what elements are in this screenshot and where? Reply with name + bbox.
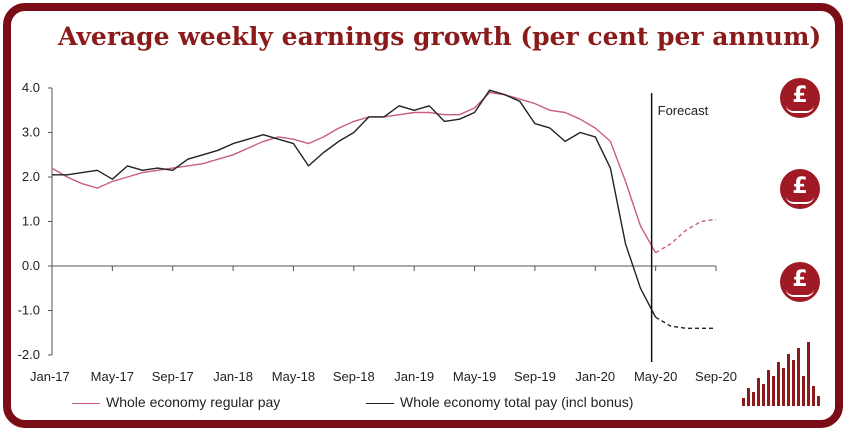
pound-hand-icon: £ xyxy=(780,78,820,118)
pound-hand-icon: £ xyxy=(780,262,820,302)
series-line-total-pay-forecast xyxy=(655,316,716,329)
x-tick-label: Jan-17 xyxy=(30,369,70,384)
y-tick-label: 1.0 xyxy=(22,214,40,229)
x-tick-label: May-17 xyxy=(91,369,134,384)
forecast-marker: Forecast xyxy=(650,93,709,362)
x-tick-label: May-20 xyxy=(634,369,677,384)
series-line-regular-pay xyxy=(51,91,657,254)
legend-item-regular-pay: Whole economy regular pay xyxy=(72,394,280,410)
x-tick-label: Jan-19 xyxy=(394,369,434,384)
x-tick-label: Jan-18 xyxy=(213,369,253,384)
y-tick-label: 2.0 xyxy=(22,169,40,184)
legend-label-regular: Whole economy regular pay xyxy=(106,394,281,410)
legend-swatch-regular xyxy=(72,402,100,404)
chart-title: Average weekly earnings growth (per cent… xyxy=(58,22,822,51)
forecast-label: Forecast xyxy=(658,103,709,118)
legend-item-total-pay: Whole economy total pay (incl bonus) xyxy=(366,394,633,410)
pound-hand-icon: £ xyxy=(780,169,820,209)
x-tick-label: Sep-20 xyxy=(695,369,737,384)
chart-axes xyxy=(51,88,716,355)
legend-label-total: Whole economy total pay (incl bonus) xyxy=(400,394,634,410)
y-tick-label: 4.0 xyxy=(22,80,40,95)
x-axis-ticks: Jan-17 May-17 Sep-17 Jan-18 May-18 Sep-18 Jan-… xyxy=(30,266,737,384)
x-tick-label: Sep-18 xyxy=(333,369,375,384)
x-tick-label: Sep-19 xyxy=(514,369,556,384)
chart-series xyxy=(51,89,717,329)
legend-swatch-total xyxy=(366,402,394,404)
bar-graphic-icon xyxy=(742,342,820,406)
y-tick-label: 0.0 xyxy=(22,258,40,273)
series-line-regular-pay-forecast xyxy=(655,218,717,254)
y-tick-label: -2.0 xyxy=(18,347,40,362)
x-tick-label: Jan-20 xyxy=(575,369,615,384)
x-tick-label: Sep-17 xyxy=(152,369,194,384)
y-tick-label: 3.0 xyxy=(22,125,40,140)
series-line-total-pay xyxy=(52,89,657,318)
y-tick-label: -1.0 xyxy=(18,303,40,318)
chart-frame xyxy=(3,3,843,428)
x-tick-label: May-18 xyxy=(272,369,315,384)
y-axis-ticks: 4.0 3.0 2.0 1.0 0.0 -1.0 -2.0 xyxy=(18,80,52,362)
x-tick-label: May-19 xyxy=(453,369,496,384)
